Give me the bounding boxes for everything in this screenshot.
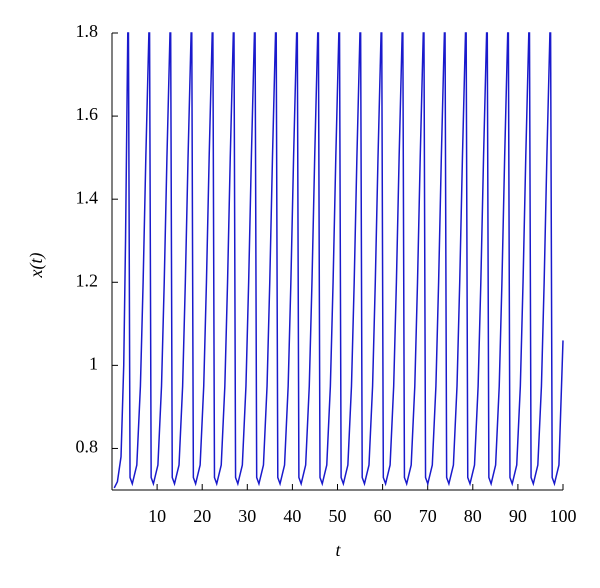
- x-tick-label: 50: [329, 506, 347, 526]
- x-tick-label: 80: [464, 506, 482, 526]
- x-tick-label: 20: [193, 506, 211, 526]
- data-line: [113, 32, 564, 489]
- x-tick-label: 100: [550, 506, 577, 526]
- x-tick-label: 10: [148, 506, 166, 526]
- y-tick-label: 0.8: [76, 437, 99, 457]
- x-tick-label: 70: [419, 506, 437, 526]
- y-tick-label: 1.8: [76, 21, 99, 41]
- y-tick-label: 1.4: [76, 187, 99, 207]
- y-tick-label: 1.6: [76, 104, 99, 124]
- y-axis-label: x(t): [26, 253, 47, 279]
- x-tick-label: 90: [509, 506, 527, 526]
- x-tick-label: 60: [374, 506, 392, 526]
- y-tick-label: 1.2: [76, 270, 99, 290]
- x-tick-label: 40: [283, 506, 301, 526]
- y-tick-label: 1: [89, 353, 98, 373]
- x-axis-label: t: [335, 540, 341, 560]
- x-tick-label: 30: [238, 506, 256, 526]
